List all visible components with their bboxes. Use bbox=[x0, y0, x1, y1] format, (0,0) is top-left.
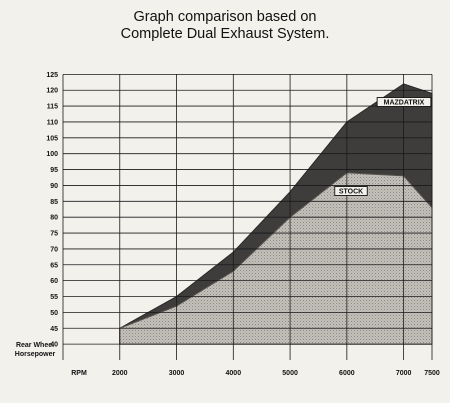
legend-label-stock: STOCK bbox=[339, 189, 363, 196]
y-tick-label: 125 bbox=[46, 72, 58, 79]
x-tick-label: 4000 bbox=[226, 370, 242, 377]
chart-subtitle: Complete Dual Exhaust System. bbox=[120, 26, 330, 42]
y-tick-label: 95 bbox=[50, 167, 58, 174]
x-tick-label: 6000 bbox=[339, 370, 355, 377]
y-tick-label: 110 bbox=[47, 119, 58, 126]
y-tick-label: 80 bbox=[50, 215, 58, 222]
y-tick-label: 40 bbox=[50, 342, 58, 349]
y-tick-label: 75 bbox=[50, 231, 58, 238]
y-tick-label: 65 bbox=[50, 262, 58, 269]
x-axis-label: RPM bbox=[71, 370, 87, 377]
y-tick-label: 90 bbox=[50, 183, 58, 190]
y-tick-label: 60 bbox=[50, 278, 58, 285]
chart-title: Graph comparison based on bbox=[133, 9, 317, 25]
y-tick-label: 100 bbox=[46, 151, 58, 158]
x-tick-label: 2000 bbox=[112, 370, 128, 377]
y-tick-label: 45 bbox=[50, 326, 58, 333]
x-tick-label: 3000 bbox=[169, 370, 185, 377]
y-tick-label: 115 bbox=[47, 104, 58, 111]
y-tick-label: 55 bbox=[50, 294, 58, 301]
legend-box-mazdatrix bbox=[376, 97, 432, 107]
y-tick-label: 85 bbox=[50, 199, 58, 206]
y-tick-label: 70 bbox=[50, 246, 58, 253]
series-area-stock bbox=[119, 172, 433, 345]
y-tick-label: 105 bbox=[46, 135, 58, 142]
x-tick-label: 5000 bbox=[282, 370, 298, 377]
legend-box-stock bbox=[334, 186, 368, 196]
legend-label-mazdatrix: MAZDATRIX bbox=[384, 100, 425, 107]
x-tick-label: 7500 bbox=[424, 370, 440, 377]
y-axis-label-line: Horsepower bbox=[15, 351, 56, 358]
y-tick-label: 120 bbox=[46, 88, 58, 95]
y-axis-label-line: Rear Wheel bbox=[16, 342, 54, 349]
x-tick-label: 7000 bbox=[396, 370, 412, 377]
y-tick-label: 50 bbox=[50, 310, 58, 317]
